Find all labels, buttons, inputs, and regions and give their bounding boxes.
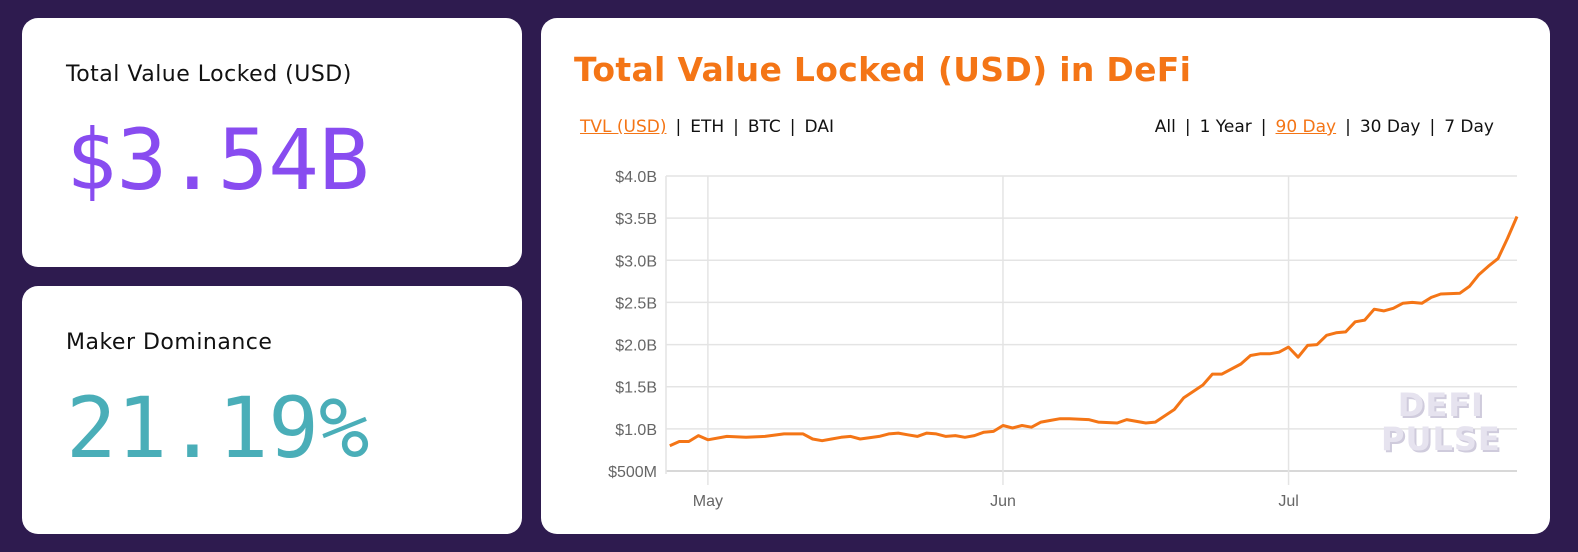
defi-pulse-watermark: DEFI PULSE [1381, 388, 1501, 456]
chart-title: Total Value Locked (USD) in DeFi [574, 50, 1192, 89]
separator: | [675, 117, 682, 137]
tab-eth[interactable]: ETH [690, 117, 725, 137]
maker-dominance-value: 21.19% [66, 379, 370, 477]
tvl-series-line [669, 215, 1519, 448]
tab-90-day[interactable]: 90 Day [1275, 117, 1337, 137]
tab-all[interactable]: All [1154, 117, 1176, 137]
watermark-line-1: DEFI [1397, 386, 1484, 424]
tvl-line-chart: $4.0B $3.5B $3.0B $2.5B $2.0B $1.5B $1.0B $500M… [608, 169, 1519, 510]
tvl-chart-card: Total Value Locked (USD) in DeFi TVL (US… [541, 18, 1550, 534]
unit-tabs: TVL (USD) | ETH | BTC | DAI [580, 117, 834, 137]
y-tick-label: $4.0B [615, 169, 657, 186]
y-tick-label: $2.0B [615, 338, 657, 355]
x-tick-label: May [693, 493, 723, 510]
tvl-label: Total Value Locked (USD) [66, 62, 352, 87]
x-tick-label: Jul [1278, 493, 1298, 510]
maker-dominance-card: Maker Dominance 21.19% [22, 286, 522, 534]
tab-1-year[interactable]: 1 Year [1199, 117, 1252, 137]
y-tick-label: $1.0B [615, 422, 657, 439]
y-tick-label: $1.5B [615, 380, 657, 397]
separator: | [1260, 117, 1267, 137]
tvl-card: Total Value Locked (USD) $3.54B [22, 18, 522, 267]
tab-tvl-usd[interactable]: TVL (USD) [580, 117, 667, 137]
y-tick-label: $2.5B [615, 295, 657, 312]
tab-30-day[interactable]: 30 Day [1359, 117, 1421, 137]
range-tabs: All | 1 Year | 90 Day | 30 Day | 7 Day [1155, 117, 1494, 137]
separator: | [789, 117, 796, 137]
y-tick-label: $500M [608, 464, 657, 481]
tvl-value: $3.54B [66, 111, 370, 209]
y-tick-label: $3.5B [615, 211, 657, 228]
tab-dai[interactable]: DAI [804, 117, 834, 137]
separator: | [1345, 117, 1351, 137]
maker-dominance-label: Maker Dominance [66, 330, 273, 355]
watermark-line-2: PULSE [1381, 420, 1501, 458]
y-tick-label: $3.0B [615, 253, 657, 270]
separator: | [1184, 117, 1191, 137]
x-tick-label: Jun [990, 493, 1016, 510]
separator: | [1429, 117, 1436, 137]
tab-7-day[interactable]: 7 Day [1444, 117, 1494, 137]
tab-btc[interactable]: BTC [747, 117, 781, 137]
separator: | [733, 117, 739, 137]
